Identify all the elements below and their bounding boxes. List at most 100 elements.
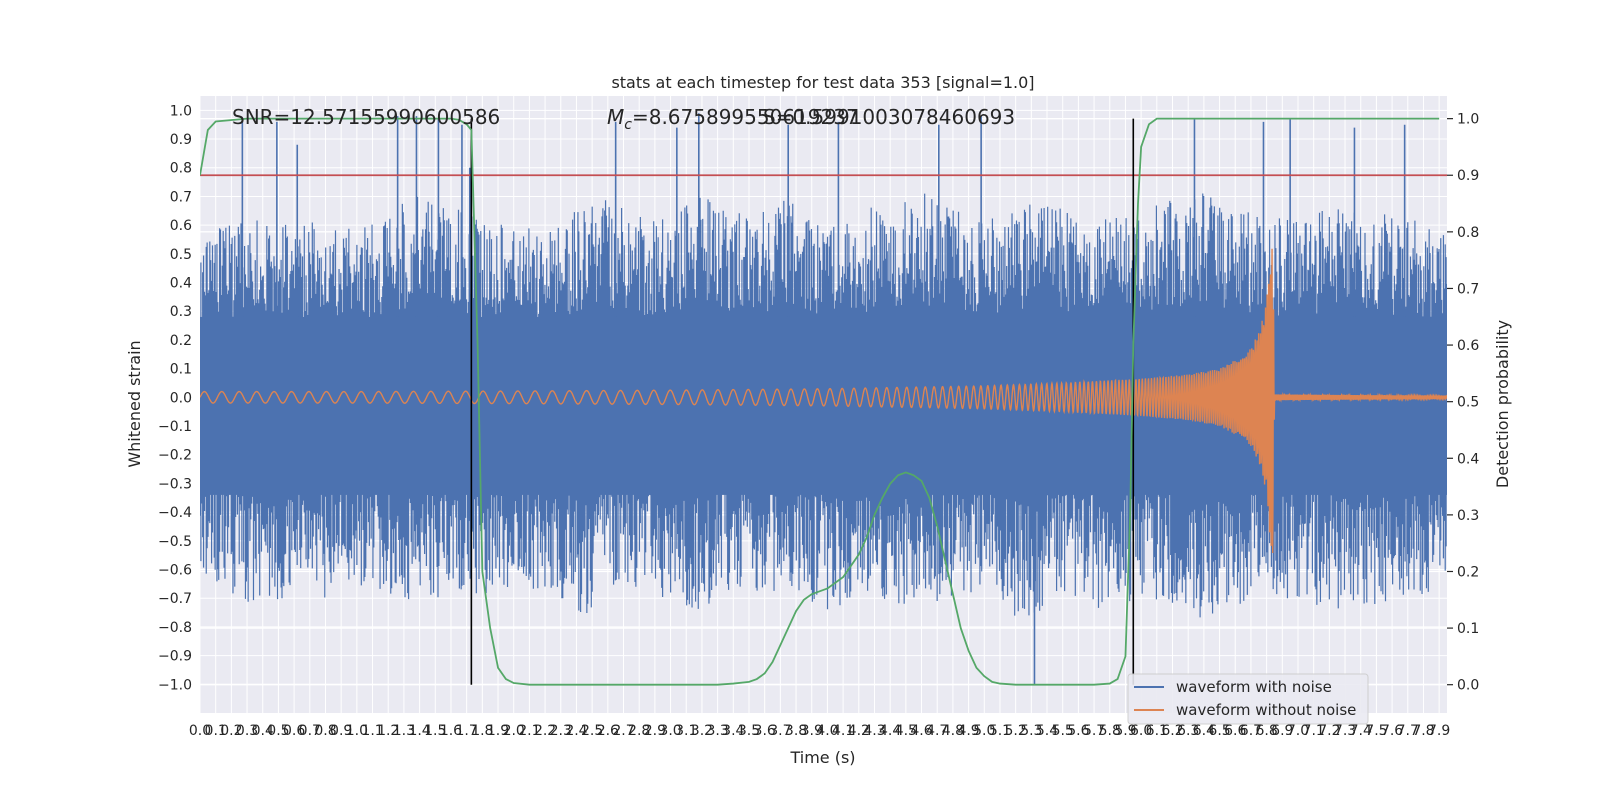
y2-tick-label: 0.8 <box>1457 225 1479 241</box>
x-tick-label: 1.3 <box>393 723 415 739</box>
x-tick-label: 7.6 <box>1381 723 1403 739</box>
y-tick-label: −1.0 <box>158 677 192 693</box>
x-tick-label: 0.4 <box>252 723 274 739</box>
y-tick-label: −0.2 <box>158 448 192 464</box>
clean-series <box>200 248 1447 553</box>
y-tick-label: 0.1 <box>170 362 192 378</box>
x-tick-label: 2.9 <box>644 723 666 739</box>
x-tick-label: 3.4 <box>722 723 744 739</box>
x-tick-label: 2.4 <box>565 723 587 739</box>
y2-tick-label: 0.0 <box>1457 678 1479 694</box>
x-tick-label: 2.5 <box>581 723 603 739</box>
x-tick-label: 7.9 <box>1428 723 1450 739</box>
y2-tick-label: 1.0 <box>1457 112 1479 128</box>
x-tick-label: 5.4 <box>1036 723 1058 739</box>
x-tick-label: 5.6 <box>1067 723 1089 739</box>
y-tick-label: 0.7 <box>170 189 192 205</box>
legend: waveform with noise waveform without noi… <box>1127 673 1369 725</box>
x-tick-label: 2.2 <box>534 723 556 739</box>
y-tick-label: 1.0 <box>170 103 192 119</box>
y2-tick-label: 0.1 <box>1457 621 1479 637</box>
y-tick-label: 0.2 <box>170 333 192 349</box>
x-tick-label: 0.0 <box>189 723 211 739</box>
x-tick-label: 3.0 <box>659 723 681 739</box>
y2-tick-label: 0.7 <box>1457 281 1479 297</box>
y-axis-left: −1.0 −0.9 −0.8 −0.7 −0.6 −0.5 −0.4 −0.3 −0.2 −0.1… <box>158 103 192 693</box>
x-tick-label: 3.5 <box>738 723 760 739</box>
x-tick-label: 5.5 <box>1052 723 1074 739</box>
legend-label-clean: waveform without noise <box>1176 701 1356 719</box>
x-tick-label: 1.8 <box>471 723 493 739</box>
x-tick-label: 4.5 <box>895 723 917 739</box>
y2-axis-label: Detection probability <box>1493 320 1512 488</box>
x-tick-label: 4.9 <box>957 723 979 739</box>
y2-tick-label: 0.4 <box>1457 451 1479 467</box>
x-tick-label: 1.0 <box>346 723 368 739</box>
x-tick-label: 7.5 <box>1365 723 1387 739</box>
x-tick-label: 1.2 <box>377 723 399 739</box>
plot-series <box>200 113 1447 686</box>
mc-subscript: c <box>624 117 632 133</box>
x-tick-label: 6.4 <box>1193 723 1215 739</box>
overlap-annotation: S=0.5991003078460693 <box>763 105 1015 129</box>
x-tick-label: 4.3 <box>863 723 885 739</box>
x-tick-label: 1.4 <box>408 723 430 739</box>
x-tick-label: 3.1 <box>675 723 697 739</box>
y-tick-label: −0.3 <box>158 476 192 492</box>
x-tick-label: 2.6 <box>597 723 619 739</box>
y2-tick-label: 0.9 <box>1457 168 1479 184</box>
mc-annotation: Mc=8.675899550619237 <box>607 105 859 133</box>
y-tick-label: 0.6 <box>170 218 192 234</box>
mc-value: =8.675899550619237 <box>632 105 859 129</box>
x-tick-label: 3.3 <box>706 723 728 739</box>
y-tick-label: 0.8 <box>170 161 192 177</box>
x-tick-label: 7.7 <box>1397 723 1419 739</box>
legend-box <box>1127 673 1369 725</box>
y-tick-label: 0.5 <box>170 247 192 263</box>
x-tick-label: 7.2 <box>1318 723 1340 739</box>
x-tick-label: 2.1 <box>518 723 540 739</box>
x-tick-label: 6.8 <box>1255 723 1277 739</box>
y2-tick-label: 0.5 <box>1457 395 1479 411</box>
y-tick-label: −0.6 <box>158 563 192 579</box>
y-tick-label: 0.0 <box>170 390 192 406</box>
x-tick-label: 7.0 <box>1287 723 1309 739</box>
y-tick-label: −0.9 <box>158 649 192 665</box>
y2-tick-label: 0.2 <box>1457 564 1479 580</box>
x-tick-label: 1.1 <box>361 723 383 739</box>
x-tick-label: 6.2 <box>1161 723 1183 739</box>
x-tick-label: 1.7 <box>456 723 478 739</box>
y-tick-label: −0.7 <box>158 591 192 607</box>
x-tick-label: 0.6 <box>283 723 305 739</box>
y-tick-label: −0.5 <box>158 534 192 550</box>
y2-tick-label: 0.6 <box>1457 338 1479 354</box>
x-tick-label: 2.0 <box>503 723 525 739</box>
x-tick-label: 4.4 <box>879 723 901 739</box>
x-tick-label: 3.9 <box>801 723 823 739</box>
x-tick-label: 5.0 <box>973 723 995 739</box>
y-tick-label: −0.1 <box>158 419 192 435</box>
clean-wave <box>200 248 1447 553</box>
x-tick-label: 6.7 <box>1240 723 1262 739</box>
y-axis-label: Whitened strain <box>125 340 144 467</box>
x-tick-label: 4.1 <box>832 723 854 739</box>
x-tick-label: 0.3 <box>236 723 258 739</box>
mc-symbol: M <box>607 105 624 129</box>
x-tick-label: 6.0 <box>1130 723 1152 739</box>
x-tick-label: 3.8 <box>785 723 807 739</box>
chart-title: stats at each timestep for test data 353… <box>611 73 1034 92</box>
y-tick-label: 0.9 <box>170 132 192 148</box>
x-tick-label: 5.7 <box>1083 723 1105 739</box>
x-tick-label: 7.1 <box>1303 723 1325 739</box>
x-tick-label: 3.2 <box>691 723 713 739</box>
x-axis-label: Time (s) <box>789 748 855 767</box>
x-tick-label: 3.6 <box>754 723 776 739</box>
x-tick-label: 2.8 <box>628 723 650 739</box>
x-tick-label: 6.6 <box>1224 723 1246 739</box>
y-tick-label: −0.8 <box>158 620 192 636</box>
x-tick-label: 5.8 <box>1099 723 1121 739</box>
x-tick-label: 6.5 <box>1208 723 1230 739</box>
x-tick-label: 1.5 <box>424 723 446 739</box>
y-axis-right: 0.0 0.1 0.2 0.3 0.4 0.5 0.6 0.7 0.8 0.9 1.0 <box>1447 112 1479 694</box>
